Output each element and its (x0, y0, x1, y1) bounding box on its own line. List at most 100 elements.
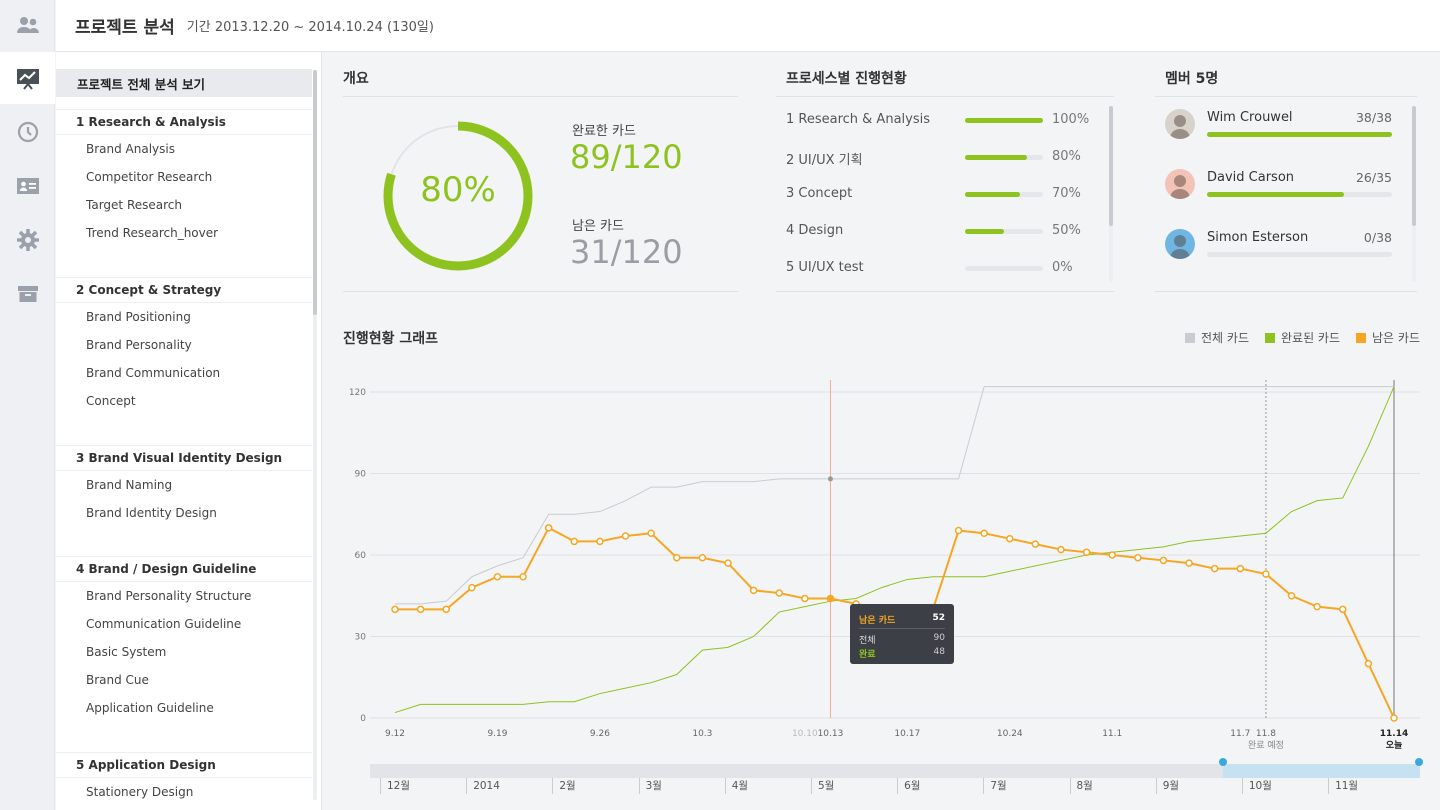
members-card-nav[interactable] (0, 160, 55, 212)
tree-group: 2 Concept & Strategy Brand Positioning Bra… (56, 277, 312, 415)
series-point[interactable] (980, 529, 988, 538)
process-row[interactable]: 3 Concept 70% (786, 184, 1096, 204)
series-point[interactable] (1057, 545, 1065, 554)
series-point[interactable] (1236, 564, 1245, 573)
member-row[interactable]: Wim Crouwel 38/38 (1165, 109, 1395, 149)
process-row[interactable]: 1 Research & Analysis 100% (786, 110, 1096, 130)
series-point[interactable] (416, 605, 425, 614)
series-point[interactable] (1339, 605, 1347, 614)
legend-item[interactable]: 전체 카드 (1185, 329, 1249, 346)
tree-group-title[interactable]: 3 Brand Visual Identity Design (56, 445, 312, 471)
tree-scrollbar[interactable] (313, 70, 317, 800)
process-row[interactable]: 4 Design 50% (786, 221, 1096, 241)
tree-all-analysis[interactable]: 프로젝트 전체 분석 보기 (56, 69, 312, 97)
series-point[interactable] (801, 594, 809, 603)
series-point[interactable] (647, 529, 655, 538)
x-tick-label: 11.8 (1256, 729, 1276, 739)
series-point[interactable] (673, 553, 681, 562)
analysis-nav[interactable] (0, 52, 55, 104)
tree-item[interactable]: Brand Communication (86, 366, 221, 380)
timeline-selection[interactable] (1223, 764, 1420, 778)
process-row[interactable]: 5 UI/UX test 0% (786, 258, 1096, 278)
tree-item[interactable]: Brand Personality (86, 338, 192, 352)
history-nav[interactable] (0, 106, 55, 158)
series-point[interactable] (698, 553, 707, 562)
tree-item[interactable]: Stationery Design (86, 785, 194, 799)
series-point[interactable] (1159, 556, 1168, 565)
series-point[interactable] (775, 589, 783, 597)
tree-item[interactable]: Basic System (86, 645, 167, 659)
series-point[interactable] (1287, 592, 1296, 600)
avatar[interactable] (1165, 169, 1195, 199)
series-point[interactable] (1185, 559, 1193, 567)
members-scrollbar[interactable] (1412, 106, 1416, 282)
tree-item[interactable]: Communication Guideline (86, 617, 242, 631)
tree-item[interactable]: Competitor Research (86, 170, 213, 184)
series-point[interactable] (391, 605, 399, 614)
series-point[interactable] (749, 586, 758, 595)
series-point[interactable] (1134, 553, 1142, 562)
avatar[interactable] (1165, 109, 1195, 139)
page-header: 프로젝트 분석 기간 2013.12.20 ~ 2014.10.24 (130일… (56, 0, 1440, 52)
tree-group-title[interactable]: 4 Brand / Design Guideline (56, 556, 312, 582)
process-scroll-thumb[interactable] (1109, 106, 1113, 226)
tree-item[interactable]: Brand Positioning (86, 310, 191, 324)
members-scroll-thumb[interactable] (1412, 106, 1416, 226)
tree-group-title[interactable]: 2 Concept & Strategy (56, 277, 312, 303)
series-point[interactable] (1031, 540, 1040, 548)
tree-item[interactable]: Application Guideline (86, 701, 214, 715)
tree-item[interactable]: Brand Naming (86, 478, 173, 492)
process-bar (965, 192, 1043, 197)
series-point[interactable] (544, 524, 553, 532)
series-point[interactable] (1390, 714, 1398, 722)
series-point[interactable] (1082, 548, 1091, 557)
process-percent: 80% (1052, 149, 1081, 164)
series-point[interactable] (1262, 570, 1270, 578)
tree-item[interactable]: Concept (86, 394, 136, 408)
series-point[interactable] (1364, 659, 1373, 668)
series-point[interactable] (1210, 564, 1219, 573)
x-tick-label: 11.14 (1380, 729, 1408, 739)
users-nav[interactable] (0, 0, 55, 52)
process-divider (776, 96, 1114, 97)
series-point[interactable] (442, 605, 450, 614)
member-row[interactable]: Simon Esterson 0/38 (1165, 229, 1395, 269)
series-point[interactable] (493, 572, 502, 581)
x-tick-label: 10.3 (692, 729, 712, 739)
series-point[interactable] (1313, 602, 1321, 611)
tree-group: 4 Brand / Design Guideline Brand Personal… (56, 556, 312, 722)
x-tick-label: 11.1 (1102, 729, 1122, 739)
series-point[interactable] (1108, 551, 1116, 559)
timeline-range[interactable] (370, 764, 1420, 778)
tree-item[interactable]: Brand Personality Structure (86, 589, 252, 603)
process-scrollbar[interactable] (1109, 106, 1113, 282)
tree-item[interactable]: Brand Cue (86, 673, 149, 687)
tree-item[interactable]: Trend Research_hover (86, 226, 219, 240)
series-point[interactable] (724, 559, 732, 567)
avatar[interactable] (1165, 229, 1195, 259)
series-point[interactable] (468, 583, 476, 592)
tree-group-title[interactable]: 5 Application Design (56, 752, 312, 778)
process-row[interactable]: 2 UI/UX 기획 80% (786, 147, 1096, 168)
tree-item[interactable]: Brand Analysis (86, 142, 175, 156)
member-bar-fill (1207, 192, 1345, 197)
timeline-handle-end[interactable] (1415, 758, 1423, 766)
legend-item[interactable]: 남은 카드 (1356, 329, 1420, 346)
tree-scroll-thumb[interactable] (313, 70, 317, 315)
tree-group-title[interactable]: 1 Research & Analysis (56, 109, 312, 135)
tree-item[interactable]: Brand Identity Design (86, 506, 217, 520)
process-bar (965, 118, 1043, 123)
series-point[interactable] (954, 526, 963, 535)
series-point[interactable] (1006, 534, 1014, 543)
legend-item[interactable]: 완료된 카드 (1265, 329, 1340, 346)
timeline-handle-start[interactable] (1219, 758, 1227, 766)
series-point[interactable] (596, 537, 604, 546)
tree-item[interactable]: Target Research (86, 198, 182, 212)
series-point[interactable] (519, 572, 527, 581)
member-row[interactable]: David Carson 26/35 (1165, 169, 1395, 209)
series-point[interactable] (570, 537, 579, 546)
settings-nav[interactable] (0, 214, 55, 266)
series-point[interactable] (621, 532, 630, 540)
archive-nav[interactable] (0, 268, 55, 320)
avatar-person-icon (1170, 115, 1190, 139)
